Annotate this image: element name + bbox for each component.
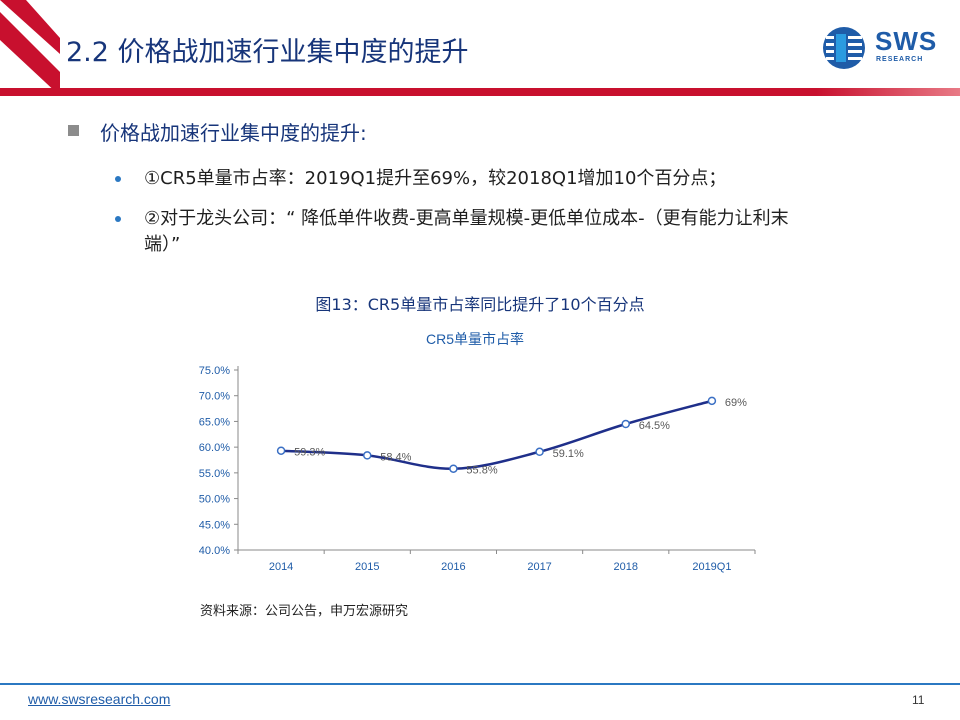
data-point bbox=[276, 446, 286, 455]
data-point bbox=[449, 464, 458, 473]
figure-caption: 图13：CR5单量市占率同比提升了10个百分点 bbox=[315, 295, 645, 314]
y-tick-label: 65.0% bbox=[199, 416, 230, 428]
bullet-dot-icon bbox=[115, 216, 121, 222]
data-point bbox=[363, 451, 372, 460]
x-tick-label: 2019Q1 bbox=[692, 561, 731, 573]
header-accent-bar bbox=[0, 88, 960, 96]
bullet-dot-icon bbox=[115, 176, 121, 182]
header-corner-decoration bbox=[0, 0, 60, 96]
y-tick-label: 60.0% bbox=[199, 442, 230, 454]
y-tick-label: 40.0% bbox=[199, 545, 230, 557]
data-point bbox=[621, 419, 630, 429]
page-title: 2.2 价格战加速行业集中度的提升 bbox=[66, 37, 469, 68]
bullet-item-2: ②对于龙头公司：“ 降低单件收费-更高单量规模-更低单位成本-（更有能力让利末 bbox=[144, 208, 789, 229]
bullet-item-1: ①CR5单量市占率：2019Q1提升至69%，较2018Q1增加10个百分点； bbox=[144, 168, 727, 189]
footer-divider bbox=[0, 683, 960, 685]
sws-logo-icon bbox=[823, 27, 865, 69]
data-point bbox=[535, 447, 544, 457]
y-tick-label: 50.0% bbox=[199, 494, 230, 506]
logo-text: SWS bbox=[875, 26, 938, 56]
page-number: 11 bbox=[912, 693, 925, 707]
section-heading: 价格战加速行业集中度的提升: bbox=[100, 121, 367, 145]
logo-subtitle: RESEARCH bbox=[876, 56, 924, 63]
data-label: 64.5% bbox=[639, 420, 670, 432]
y-tick-label: 45.0% bbox=[199, 519, 230, 531]
data-label: 55.8% bbox=[466, 465, 497, 477]
x-tick-label: 2014 bbox=[269, 561, 293, 573]
data-label: 69% bbox=[725, 397, 747, 409]
data-label: 59.1% bbox=[553, 448, 584, 460]
data-point bbox=[707, 396, 717, 406]
y-tick-label: 55.0% bbox=[199, 468, 230, 480]
y-tick-label: 75.0% bbox=[199, 365, 230, 377]
square-bullet-icon bbox=[68, 125, 79, 136]
data-label: 58.4% bbox=[380, 451, 411, 463]
chart-title: CR5单量市占率 bbox=[426, 331, 524, 347]
website-link[interactable]: www.swsresearch.com bbox=[28, 691, 171, 707]
y-tick-label: 70.0% bbox=[199, 391, 230, 403]
x-tick-label: 2016 bbox=[441, 561, 465, 573]
series-line bbox=[281, 399, 713, 470]
x-tick-label: 2018 bbox=[614, 561, 638, 573]
data-label: 59.3% bbox=[294, 447, 325, 459]
cr5-line-chart: CR5单量市占率 40.0% 45.0% 50.0% 55.0% 60.0% 65.0% 7… bbox=[199, 331, 756, 573]
x-tick-label: 2017 bbox=[527, 561, 551, 573]
bullet-item-2-continued: 端）” bbox=[144, 234, 181, 255]
x-tick-label: 2015 bbox=[355, 561, 379, 573]
figure-source: 资料来源：公司公告，申万宏源研究 bbox=[200, 604, 409, 619]
